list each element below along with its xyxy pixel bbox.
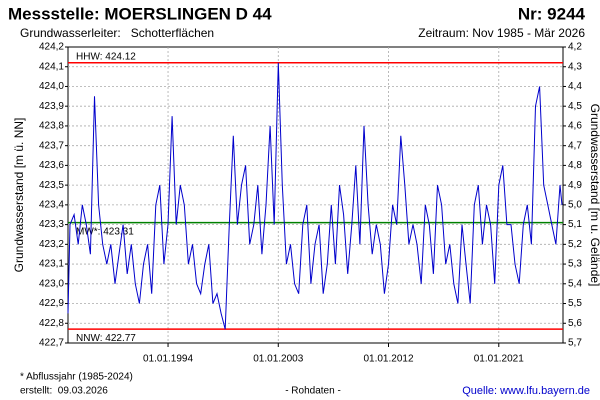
y2-tick-label: 4,3 <box>568 61 582 72</box>
y2-tick-label: 5,5 <box>568 298 582 309</box>
x-tick-label: 01.01.2003 <box>253 354 303 365</box>
y2-tick-label: 4,7 <box>568 140 582 151</box>
y-tick-label: 423,6 <box>39 160 64 171</box>
reference-label: MW*: 423.31 <box>76 226 134 237</box>
y-tick-label: 424,1 <box>39 61 64 72</box>
x-tick-label: 01.01.1994 <box>143 354 193 365</box>
chart-title: Messstelle: MOERSLINGEN D 44 <box>8 4 272 23</box>
y-tick-label: 423,0 <box>39 278 64 289</box>
created-date: erstellt: 09.03.2026 <box>20 386 108 397</box>
x-tick-label: 01.01.2012 <box>363 354 413 365</box>
reference-label: HHW: 424.12 <box>76 51 136 62</box>
subtitle: Grundwasserleiter: Schotterflächen <box>20 26 214 40</box>
data-type: - Rohdaten - <box>285 386 341 397</box>
data-line <box>67 62 563 330</box>
y2-tick-label: 4,4 <box>568 81 582 92</box>
y2-tick-label: 4,5 <box>568 101 582 112</box>
plot-frame <box>67 46 564 344</box>
station-number: Nr: 9244 <box>518 4 586 23</box>
y-tick-label: 422,8 <box>39 318 64 329</box>
footnote: * Abflussjahr (1985-2024) <box>20 372 133 383</box>
y2-tick-label: 4,6 <box>568 121 582 132</box>
y-tick-label: 423,9 <box>39 101 64 112</box>
y-tick-label: 423,5 <box>39 180 64 191</box>
y-tick-label: 424,2 <box>39 42 64 53</box>
y2-tick-label: 5,4 <box>568 278 582 289</box>
source: Quelle: www.lfu.bayern.de <box>462 385 590 397</box>
y-tick-label: 424,0 <box>39 81 64 92</box>
y2-tick-label: 5,7 <box>568 338 582 349</box>
y-tick-label: 423,8 <box>39 121 64 132</box>
y2-tick-label: 5,0 <box>568 200 582 211</box>
y2-tick-label: 4,8 <box>568 160 582 171</box>
x-tick-label: 01.01.2021 <box>474 354 524 365</box>
y-tick-label: 423,4 <box>39 200 64 211</box>
y-tick-label: 423,7 <box>39 140 64 151</box>
y2-tick-label: 5,6 <box>568 318 582 329</box>
y2-tick-label: 5,2 <box>568 239 582 250</box>
y2-tick-label: 5,3 <box>568 259 582 270</box>
reference-label: NNW: 422.77 <box>76 333 136 344</box>
y2-tick-label: 5,1 <box>568 219 582 230</box>
y2-axis-label: Grundwasserstand [m u. Gelände] <box>588 104 600 287</box>
y-tick-label: 422,7 <box>39 338 64 349</box>
y-axis-label: Grundwasserstand [m ü. NN] <box>12 118 26 273</box>
y-tick-label: 423,2 <box>39 239 64 250</box>
y-tick-label: 423,3 <box>39 219 64 230</box>
y2-tick-label: 4,2 <box>568 42 582 53</box>
y-tick-label: 423,1 <box>39 259 64 270</box>
y-tick-label: 422,9 <box>39 298 64 309</box>
y2-tick-label: 4,9 <box>568 180 582 191</box>
period: Zeitraum: Nov 1985 - Mär 2026 <box>418 26 585 40</box>
